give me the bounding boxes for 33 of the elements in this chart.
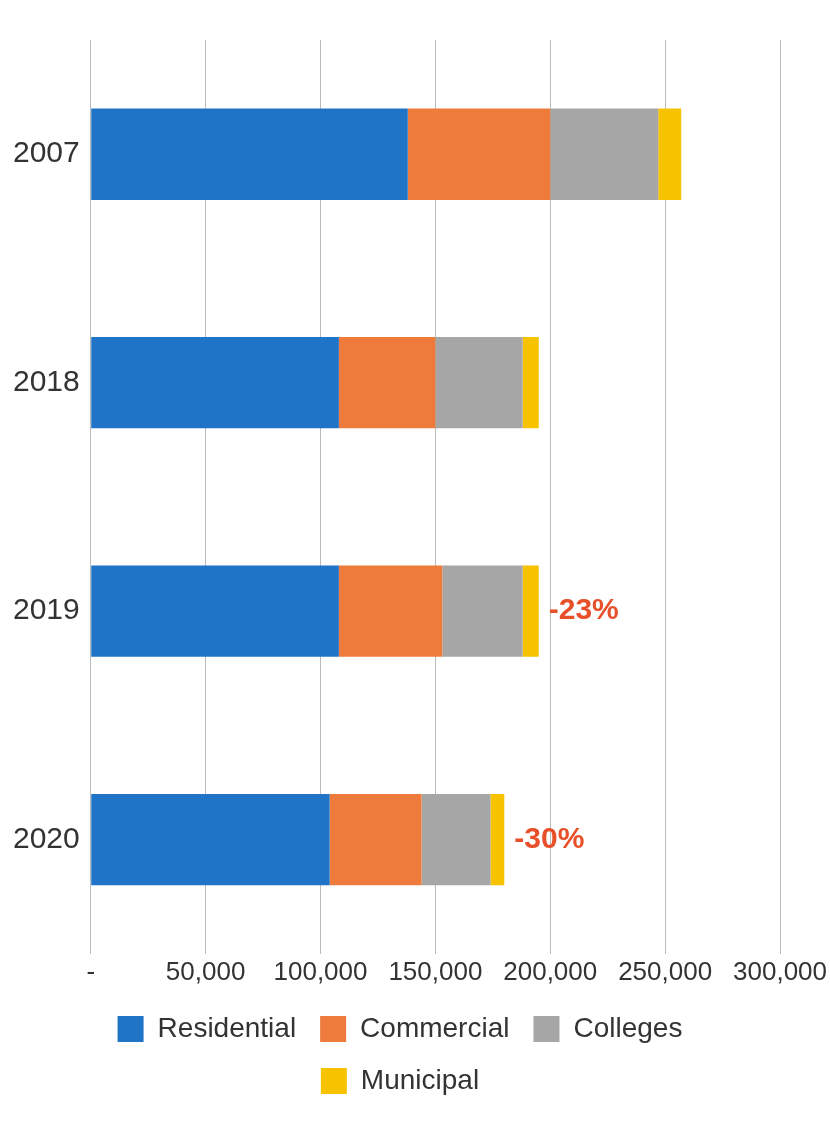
bar xyxy=(91,793,330,886)
y-tick-label: 2019 xyxy=(12,592,80,626)
x-tick-label: 200,000 xyxy=(503,955,598,986)
bar xyxy=(435,336,523,429)
bar xyxy=(522,565,539,657)
x-tick-label: 250,000 xyxy=(618,955,713,986)
y-tick-label: 2018 xyxy=(12,363,80,397)
annotation: -23% xyxy=(548,592,619,626)
bar xyxy=(490,793,505,886)
bar xyxy=(91,108,408,200)
y-tick-label: 2020 xyxy=(12,820,80,854)
bar xyxy=(421,793,491,886)
bar xyxy=(91,565,339,657)
bar xyxy=(329,793,422,886)
x-tick-label: - xyxy=(86,955,96,986)
bar xyxy=(550,108,659,200)
bar xyxy=(658,108,682,200)
bar xyxy=(338,565,443,657)
legend-label: Commercial xyxy=(360,1011,510,1043)
x-tick-label: 150,000 xyxy=(388,955,483,986)
legend-label: Residential xyxy=(157,1011,297,1043)
bar xyxy=(442,565,523,657)
legend-label: Colleges xyxy=(573,1011,683,1043)
legend-label: Municipal xyxy=(360,1063,480,1095)
bar xyxy=(522,336,539,429)
bar xyxy=(338,336,436,429)
bar xyxy=(407,108,551,200)
annotation: -30% xyxy=(514,820,585,854)
x-tick-label: 100,000 xyxy=(273,955,368,986)
bar xyxy=(91,336,339,429)
x-tick-label: 300,000 xyxy=(733,955,827,986)
x-tick-label: 50,000 xyxy=(165,955,246,986)
y-tick-label: 2007 xyxy=(12,135,80,169)
